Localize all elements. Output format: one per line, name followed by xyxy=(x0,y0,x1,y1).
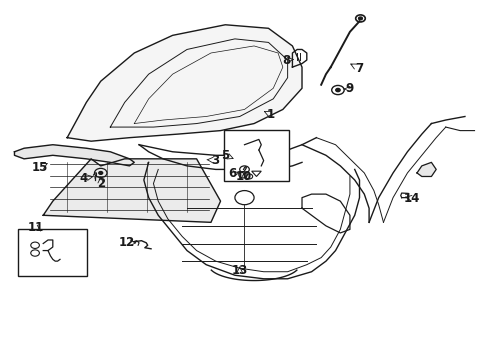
Text: 2: 2 xyxy=(97,177,104,190)
Circle shape xyxy=(99,171,102,174)
Text: 8: 8 xyxy=(282,54,290,67)
FancyBboxPatch shape xyxy=(18,229,87,276)
Text: 15: 15 xyxy=(31,161,47,174)
Text: 3: 3 xyxy=(211,154,220,167)
FancyBboxPatch shape xyxy=(224,130,288,181)
Text: 7: 7 xyxy=(355,62,363,75)
Polygon shape xyxy=(43,159,220,222)
Text: 13: 13 xyxy=(231,264,247,277)
Text: 10: 10 xyxy=(235,170,251,183)
Text: 4: 4 xyxy=(80,172,88,185)
Text: 6: 6 xyxy=(228,167,236,180)
Polygon shape xyxy=(15,145,134,166)
Circle shape xyxy=(358,17,362,20)
Text: 14: 14 xyxy=(403,192,420,205)
Text: 9: 9 xyxy=(345,82,353,95)
Text: 12: 12 xyxy=(119,236,135,249)
Text: 1: 1 xyxy=(266,108,274,121)
Circle shape xyxy=(335,89,340,92)
Polygon shape xyxy=(67,25,302,141)
Polygon shape xyxy=(416,162,435,176)
Text: 5: 5 xyxy=(221,149,229,162)
Text: 11: 11 xyxy=(28,221,44,234)
